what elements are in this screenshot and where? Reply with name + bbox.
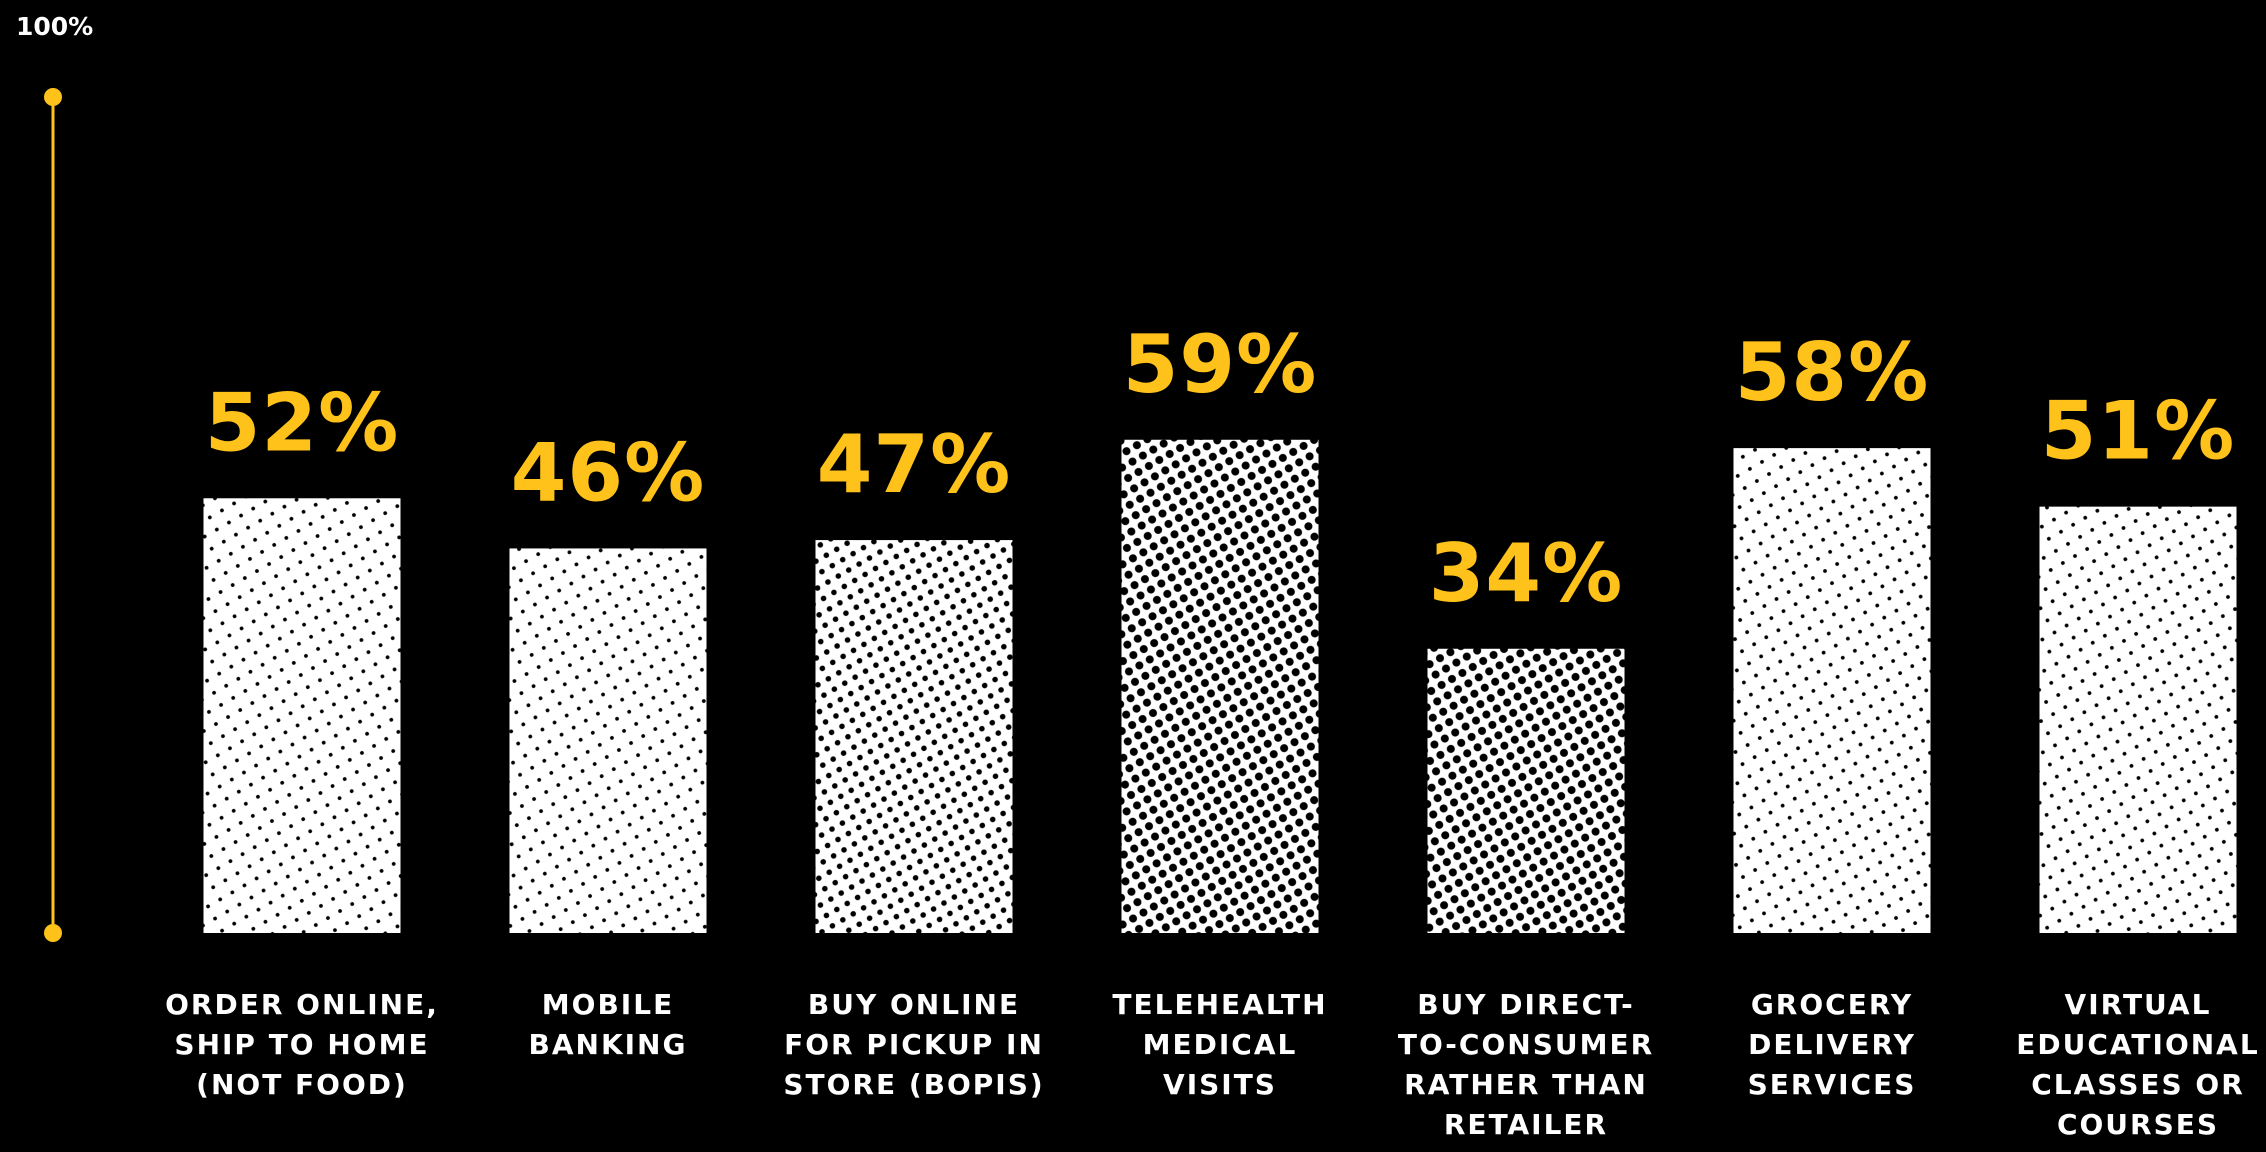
category-label-line: VISITS: [1163, 1068, 1277, 1101]
bar-3: [815, 540, 1013, 933]
category-label-line: TELEHEALTH: [1112, 988, 1327, 1021]
value-label-1: 52%: [205, 376, 399, 469]
category-label-line: ORDER ONLINE,: [165, 988, 439, 1021]
value-label-7: 51%: [2041, 385, 2235, 478]
value-label-2: 46%: [511, 426, 705, 519]
category-label-line: SERVICES: [1748, 1068, 1917, 1101]
bar-6: [1733, 448, 1931, 933]
category-label-line: EDUCATIONAL: [2016, 1028, 2259, 1061]
category-label-line: TO-CONSUMER: [1398, 1028, 1654, 1061]
category-label-line: (NOT FOOD): [196, 1068, 408, 1101]
category-label-line: VIRTUAL: [2065, 988, 2212, 1021]
bar-7: [2039, 506, 2237, 933]
value-label-6: 58%: [1735, 326, 1929, 419]
category-label-line: SHIP TO HOME: [174, 1028, 429, 1061]
category-label-line: MEDICAL: [1143, 1028, 1298, 1061]
category-label-line: FOR PICKUP IN: [784, 1028, 1044, 1061]
y-axis: 100%: [16, 12, 93, 942]
category-label-line: RATHER THAN: [1404, 1068, 1648, 1101]
category-label-line: BANKING: [529, 1028, 688, 1061]
bars: [203, 439, 2237, 933]
category-label-line: MOBILE: [542, 988, 674, 1021]
category-label-3: BUY ONLINE FOR PICKUP IN STORE (BOPIS): [783, 988, 1044, 1101]
category-label-5: BUY DIRECT- TO-CONSUMER RATHER THAN RETAILE…: [1398, 988, 1654, 1141]
category-label-7: VIRTUAL EDUCATIONAL CLASSES OR COURSES: [2016, 988, 2259, 1141]
category-label-6: GROCERY DELIVERY SERVICES: [1748, 988, 1917, 1101]
category-label-line: BUY DIRECT-: [1417, 988, 1635, 1021]
bar-5: [1427, 648, 1625, 933]
y-axis-max-label: 100%: [16, 12, 93, 41]
category-label-line: GROCERY: [1751, 988, 1913, 1021]
bar-1: [203, 498, 401, 933]
value-label-5: 34%: [1429, 527, 1623, 620]
category-label-line: COURSES: [2057, 1108, 2219, 1141]
bar-2: [509, 548, 707, 933]
bar-4: [1121, 439, 1319, 933]
category-label-line: BUY ONLINE: [808, 988, 1020, 1021]
y-axis-bottom-marker: [44, 924, 62, 942]
category-labels: ORDER ONLINE, SHIP TO HOME (NOT FOOD) MOBIL…: [165, 988, 2259, 1141]
category-label-4: TELEHEALTH MEDICAL VISITS: [1112, 988, 1327, 1101]
category-label-line: RETAILER: [1444, 1108, 1608, 1141]
value-label-4: 59%: [1123, 318, 1317, 411]
value-label-3: 47%: [817, 418, 1011, 511]
category-label-line: CLASSES OR: [2031, 1068, 2245, 1101]
y-axis-top-marker: [44, 88, 62, 106]
category-label-2: MOBILE BANKING: [529, 988, 688, 1061]
category-label-1: ORDER ONLINE, SHIP TO HOME (NOT FOOD): [165, 988, 439, 1101]
value-labels: 52% 46% 47% 59% 34% 58% 51%: [205, 318, 2235, 620]
category-label-line: DELIVERY: [1748, 1028, 1916, 1061]
category-label-line: STORE (BOPIS): [783, 1068, 1044, 1101]
